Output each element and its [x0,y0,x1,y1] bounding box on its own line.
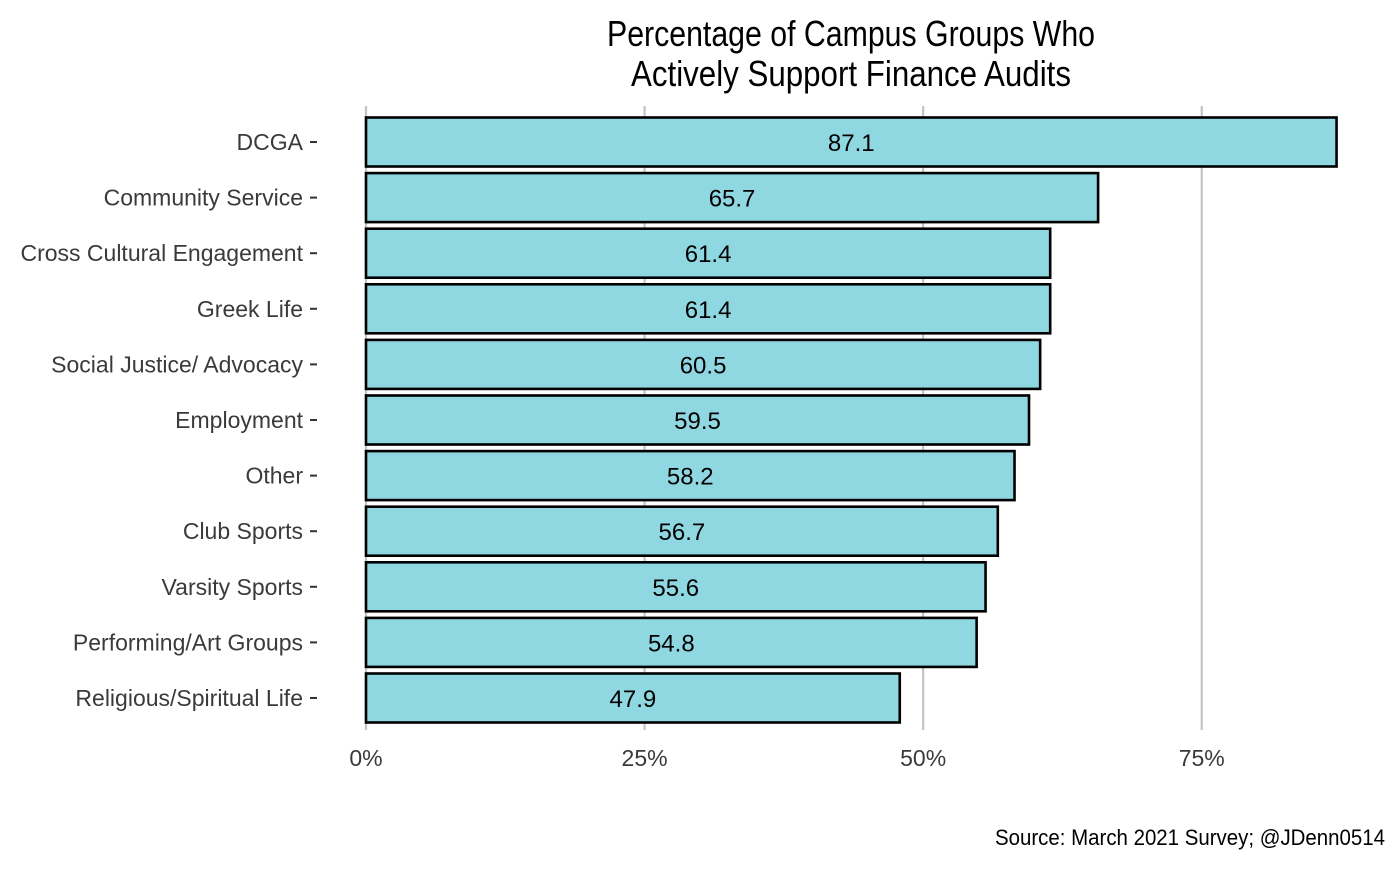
bar [364,171,1100,224]
category-label: Social Justice/ Advocacy [51,351,303,377]
bar [364,394,1031,446]
category-label: Club Sports [183,518,303,544]
bar-value-label: 60.5 [680,352,727,379]
bar [364,116,1338,168]
category-label: DCGA [237,129,304,155]
bar-value-label: 61.4 [685,297,732,324]
category-label: Religious/Spiritual Life [75,685,303,711]
bar-value-label: 54.8 [648,630,695,657]
bar [364,616,978,669]
bars [364,116,1338,724]
bar-value-label: 59.5 [674,408,721,435]
bar [364,338,1042,391]
category-label: Employment [175,407,303,433]
category-label: Greek Life [197,296,303,322]
category-label: Varsity Sports [162,574,303,600]
bar [364,560,987,613]
x-tick-label: 0% [349,745,382,771]
bar-value-label: 55.6 [652,575,699,602]
bar [364,227,1052,279]
x-tick-label: 75% [1179,745,1225,771]
bar [364,672,902,724]
chart-title-line-2: Actively Support Finance Audits [631,53,1071,94]
x-tick-label: 50% [900,745,946,771]
x-tick-label: 25% [622,745,668,771]
chart-caption: Source: March 2021 Survey; @JDenn0514 [995,825,1385,850]
category-label: Performing/Art Groups [73,629,303,655]
category-labels: DCGA Community Service Cross Cultural Enga… [20,129,317,711]
category-label: Other [245,463,303,489]
bar [364,282,1052,335]
bar-value-label: 61.4 [685,241,732,268]
bar-value-label: 56.7 [659,519,706,546]
category-label: Community Service [104,185,303,211]
bar [364,505,1000,558]
value-labels: 87.1 65.7 61.4 61.4 60.5 59.5 58.2 56.7 55.6 54.8… [610,130,875,713]
bar-value-label: 58.2 [667,464,714,491]
bar [364,449,1016,502]
category-label: Cross Cultural Engagement [20,240,303,266]
chart-title-line-1: Percentage of Campus Groups Who [607,13,1095,54]
x-axis-ticks: 0% 25% 50% 75% [349,745,1224,771]
bar-value-label: 65.7 [709,186,756,213]
bar-value-label: 87.1 [828,130,875,157]
bar-value-label: 47.9 [610,686,657,713]
